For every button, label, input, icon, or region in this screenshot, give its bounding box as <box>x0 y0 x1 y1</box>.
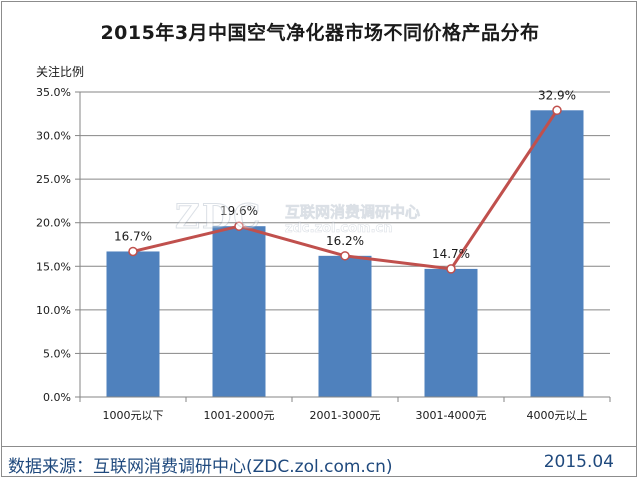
axes: 0.0% 5.0% 10.0% 15.0% 20.0% 25.0% 30.0% 35.0% 10… <box>36 86 611 422</box>
x-tick-label: 3001-4000元 <box>416 409 487 422</box>
bar <box>530 110 584 398</box>
y-tick-label: 5.0% <box>43 347 71 360</box>
bar <box>106 251 160 397</box>
data-label: 16.7% <box>114 229 152 243</box>
y-axis-label: 关注比例 <box>36 64 84 79</box>
footer-source: 数据来源：互联网消费调研中心(ZDC.zol.com.cn) <box>8 457 393 477</box>
line-point <box>446 264 456 274</box>
y-tick-label: 15.0% <box>36 260 71 273</box>
footer-date: 2015.04 <box>543 452 614 472</box>
y-tick-label: 10.0% <box>36 304 71 317</box>
line-point <box>234 221 244 231</box>
data-label: 19.6% <box>220 204 258 218</box>
x-tick-label: 4000元以上 <box>527 409 588 422</box>
data-label: 16.2% <box>326 234 364 248</box>
bar <box>318 255 372 397</box>
x-tick-label: 2001-3000元 <box>310 409 381 422</box>
line-point <box>128 246 138 257</box>
footer-divider <box>2 446 636 447</box>
chart-title: 2015年3月中国空气净化器市场不同价格产品分布 <box>100 22 540 44</box>
bar <box>212 226 266 397</box>
y-tick-label: 35.0% <box>36 86 71 99</box>
y-tick-label: 0.0% <box>43 391 71 404</box>
line-point <box>552 105 562 116</box>
bar <box>424 268 478 397</box>
y-tick-label: 30.0% <box>36 130 71 143</box>
data-label: 14.7% <box>432 247 470 261</box>
x-tick-label: 1000元以下 <box>103 409 164 422</box>
bar-series <box>106 110 584 398</box>
data-label: 32.9% <box>538 88 576 102</box>
y-tick-label: 20.0% <box>36 217 71 230</box>
line-point <box>340 251 350 261</box>
x-tick-label: 1001-2000元 <box>204 409 275 422</box>
line-series <box>128 105 562 274</box>
data-labels: 16.7% 19.6% 16.2% 14.7% 32.9% <box>114 88 576 261</box>
y-tick-label: 25.0% <box>36 173 71 186</box>
